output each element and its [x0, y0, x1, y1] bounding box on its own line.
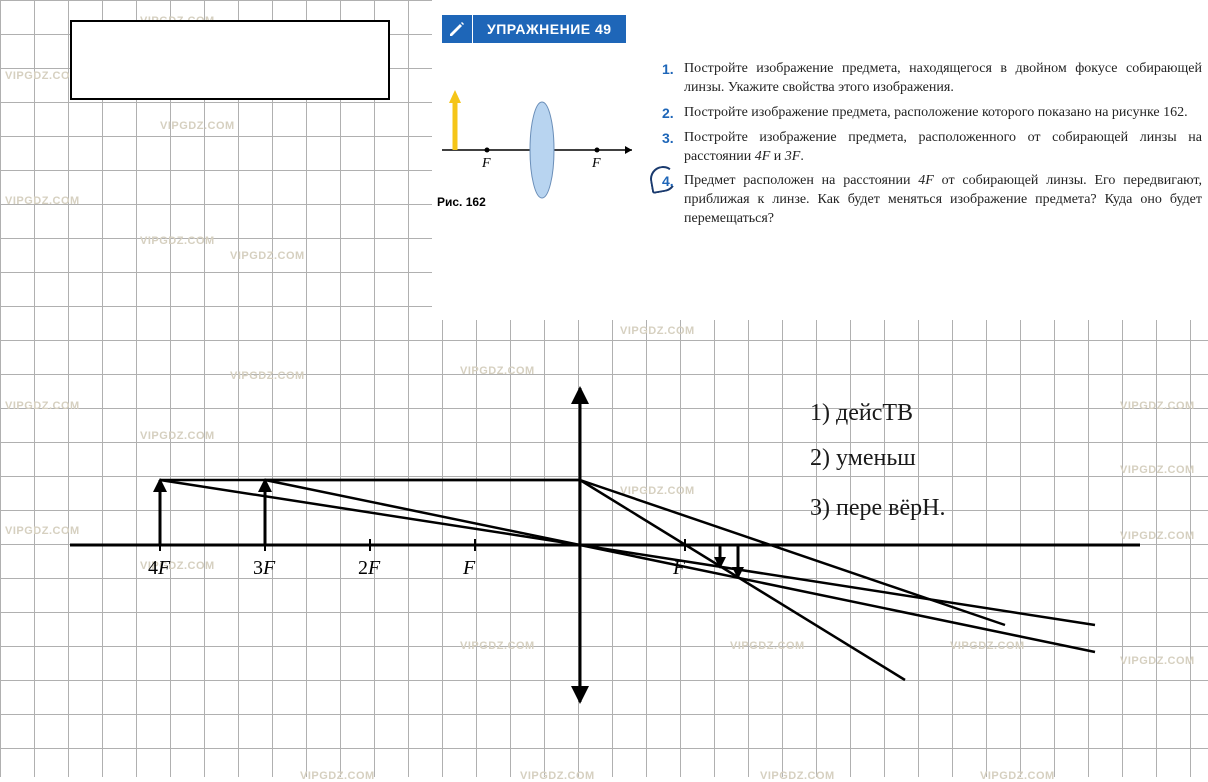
figure-162-diagram: F F — [437, 55, 637, 215]
figure-caption: Рис. 162 — [437, 195, 486, 209]
focal-point-label: F — [463, 557, 475, 580]
problem-item: 2.Постройте изображение предмета, распол… — [662, 104, 1202, 123]
problem-text: Постройте изображение предмета, располож… — [684, 104, 1202, 123]
exercise-header: УПРАЖНЕНИЕ 49 — [442, 15, 626, 43]
svg-text:F: F — [481, 156, 491, 171]
problem-list: 1.Постройте изображение предмета, находя… — [662, 60, 1202, 235]
problem-text: Предмет расположен на расстоянии 4F от с… — [684, 172, 1202, 229]
svg-text:F: F — [591, 156, 601, 171]
focal-point-label: F — [673, 557, 685, 580]
textbook-scan: УПРАЖНЕНИЕ 49 F F Рис. 162 1.Постройте и… — [432, 0, 1208, 320]
problem-item: 1.Постройте изображение предмета, находя… — [662, 60, 1202, 98]
answer-blank-box — [70, 20, 390, 100]
focal-point-label: 4F — [148, 557, 170, 580]
pencil-icon — [442, 15, 472, 43]
problem-text: Постройте изображение предмета, располож… — [684, 129, 1202, 167]
problem-number: 3. — [662, 129, 684, 167]
handwritten-note: 1) дейсТВ — [810, 400, 913, 427]
problem-number: 2. — [662, 104, 684, 123]
problem-number: 4. — [662, 172, 684, 229]
exercise-title: УПРАЖНЕНИЕ 49 — [472, 15, 626, 43]
problem-item: 3.Постройте изображение предмета, распол… — [662, 129, 1202, 167]
problem-number: 1. — [662, 60, 684, 98]
focal-point-label: 2F — [358, 557, 380, 580]
problem-item: 4.Предмет расположен на расстоянии 4F от… — [662, 172, 1202, 229]
handwritten-note: 2) уменьш — [810, 445, 916, 472]
problem-text: Постройте изображение предмета, находяще… — [684, 60, 1202, 98]
handwritten-note: 3) пере вёрН. — [810, 495, 945, 522]
focal-point-label: 3F — [253, 557, 275, 580]
